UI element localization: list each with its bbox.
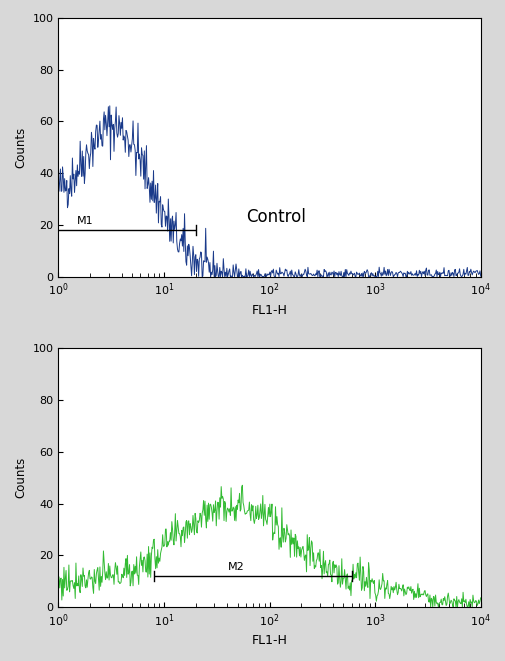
Y-axis label: Counts: Counts	[14, 127, 27, 168]
Text: M2: M2	[227, 562, 244, 572]
Y-axis label: Counts: Counts	[14, 457, 27, 498]
X-axis label: FL1-H: FL1-H	[251, 303, 287, 317]
Text: Control: Control	[246, 208, 306, 226]
X-axis label: FL1-H: FL1-H	[251, 634, 287, 647]
Text: M1: M1	[77, 215, 93, 225]
